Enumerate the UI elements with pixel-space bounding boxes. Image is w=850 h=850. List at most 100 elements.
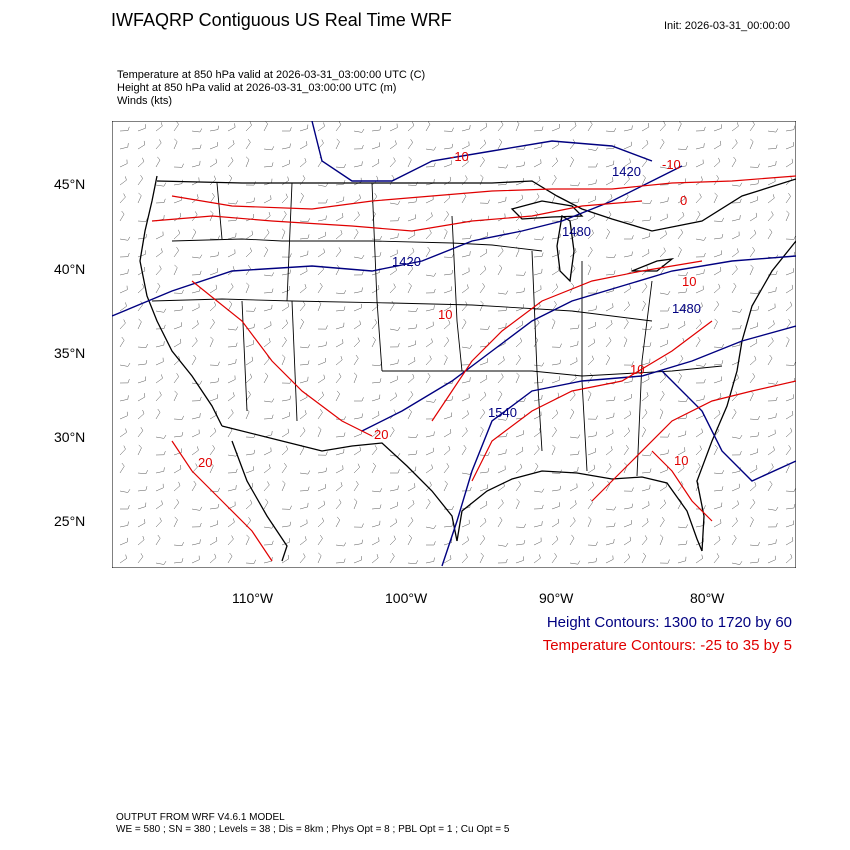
wind-barb	[659, 433, 670, 438]
wind-barb	[713, 360, 724, 366]
wind-barb	[587, 431, 597, 438]
wind-barb	[155, 324, 166, 330]
wind-barb	[479, 139, 487, 150]
wind-barb	[713, 283, 721, 294]
wind-barb	[353, 303, 362, 312]
wind-barb	[515, 121, 520, 132]
wind-barb	[587, 195, 596, 204]
wind-barb	[749, 179, 760, 186]
wind-barb	[281, 428, 290, 438]
wind-barb	[713, 536, 721, 546]
wind-barb	[317, 391, 324, 402]
wind-barb	[335, 432, 346, 438]
wind-barb	[317, 374, 325, 384]
wind-barb	[191, 160, 201, 168]
wind-barb	[767, 429, 776, 438]
wind-barb	[227, 249, 236, 258]
wind-barb	[659, 339, 668, 348]
wind-barb	[713, 343, 724, 348]
wind-barb	[173, 212, 182, 222]
height-contour-label: 1480	[562, 224, 591, 239]
wind-barb	[245, 323, 255, 330]
wind-barb	[371, 462, 377, 474]
wind-barb	[551, 300, 557, 312]
wind-barb	[137, 535, 145, 546]
wind-barb	[335, 542, 347, 547]
wind-barb	[317, 215, 327, 222]
wind-barb	[461, 444, 467, 456]
wind-barb	[731, 517, 738, 528]
wind-barb	[119, 285, 128, 294]
wind-barb	[191, 303, 200, 312]
wind-barb	[533, 504, 544, 510]
wind-barb	[695, 302, 703, 312]
wind-barb	[623, 158, 631, 168]
wind-barb	[785, 301, 793, 312]
wind-barb	[479, 358, 488, 366]
wind-barb	[245, 499, 253, 510]
wind-barb	[173, 229, 181, 240]
wind-barb	[155, 357, 164, 366]
wind-barb	[137, 124, 146, 132]
wind-barb	[119, 428, 127, 438]
wind-barb	[713, 250, 722, 258]
wind-barb	[245, 559, 256, 564]
wind-barb	[353, 177, 362, 186]
wind-barb	[695, 210, 701, 222]
wind-barb	[191, 555, 200, 564]
wind-barb	[461, 284, 469, 294]
wind-barb	[425, 321, 434, 330]
wind-barb	[119, 319, 126, 330]
wind-barb	[353, 145, 364, 150]
wind-barb	[407, 307, 418, 312]
wind-barb	[389, 375, 398, 384]
wind-barb	[209, 142, 218, 150]
wind-barb	[443, 160, 452, 168]
wind-barb	[173, 322, 182, 330]
wind-barb	[120, 505, 130, 510]
wind-barb	[245, 449, 256, 456]
wind-barb	[335, 247, 342, 258]
wind-barb	[497, 264, 503, 276]
wind-barb	[227, 342, 238, 348]
wind-barb	[389, 426, 395, 438]
wind-barb	[137, 502, 147, 510]
wind-barb	[173, 121, 179, 132]
wind-barb	[641, 139, 649, 150]
wind-barb	[317, 183, 329, 187]
wind-barb	[569, 517, 576, 528]
wind-barb	[660, 307, 670, 312]
wind-barb	[389, 518, 397, 528]
wind-barb	[389, 283, 396, 294]
wind-barb	[479, 156, 485, 168]
wind-barb	[443, 538, 453, 546]
wind-barb	[641, 123, 650, 132]
wind-barb	[713, 502, 723, 510]
wind-barb	[713, 301, 720, 312]
wind-barb	[641, 326, 653, 331]
model-parameters: WE = 580 ; SN = 380 ; Levels = 38 ; Dis …	[116, 824, 510, 835]
lon-label-110w: 110°W	[232, 590, 274, 606]
wind-barb	[227, 266, 235, 276]
wind-barb	[731, 534, 737, 546]
wind-barb	[695, 285, 704, 294]
wind-barb	[281, 253, 292, 258]
wind-barb	[659, 465, 668, 474]
wind-barb	[461, 267, 470, 276]
wind-barb	[209, 284, 218, 294]
wind-barb	[191, 413, 201, 420]
wind-barb	[587, 121, 593, 132]
wind-barb	[659, 323, 669, 330]
wind-barb	[749, 558, 760, 564]
wind-barb	[263, 304, 273, 312]
wind-barb	[695, 462, 701, 474]
wind-barb	[191, 380, 203, 385]
wind-barb	[317, 325, 328, 330]
wind-barb	[317, 426, 322, 438]
wind-barb	[731, 215, 741, 222]
wind-barb	[443, 429, 452, 438]
wind-barb	[155, 483, 164, 492]
wind-barb	[515, 194, 523, 204]
wind-barb	[137, 266, 146, 276]
wind-barb	[245, 138, 251, 150]
